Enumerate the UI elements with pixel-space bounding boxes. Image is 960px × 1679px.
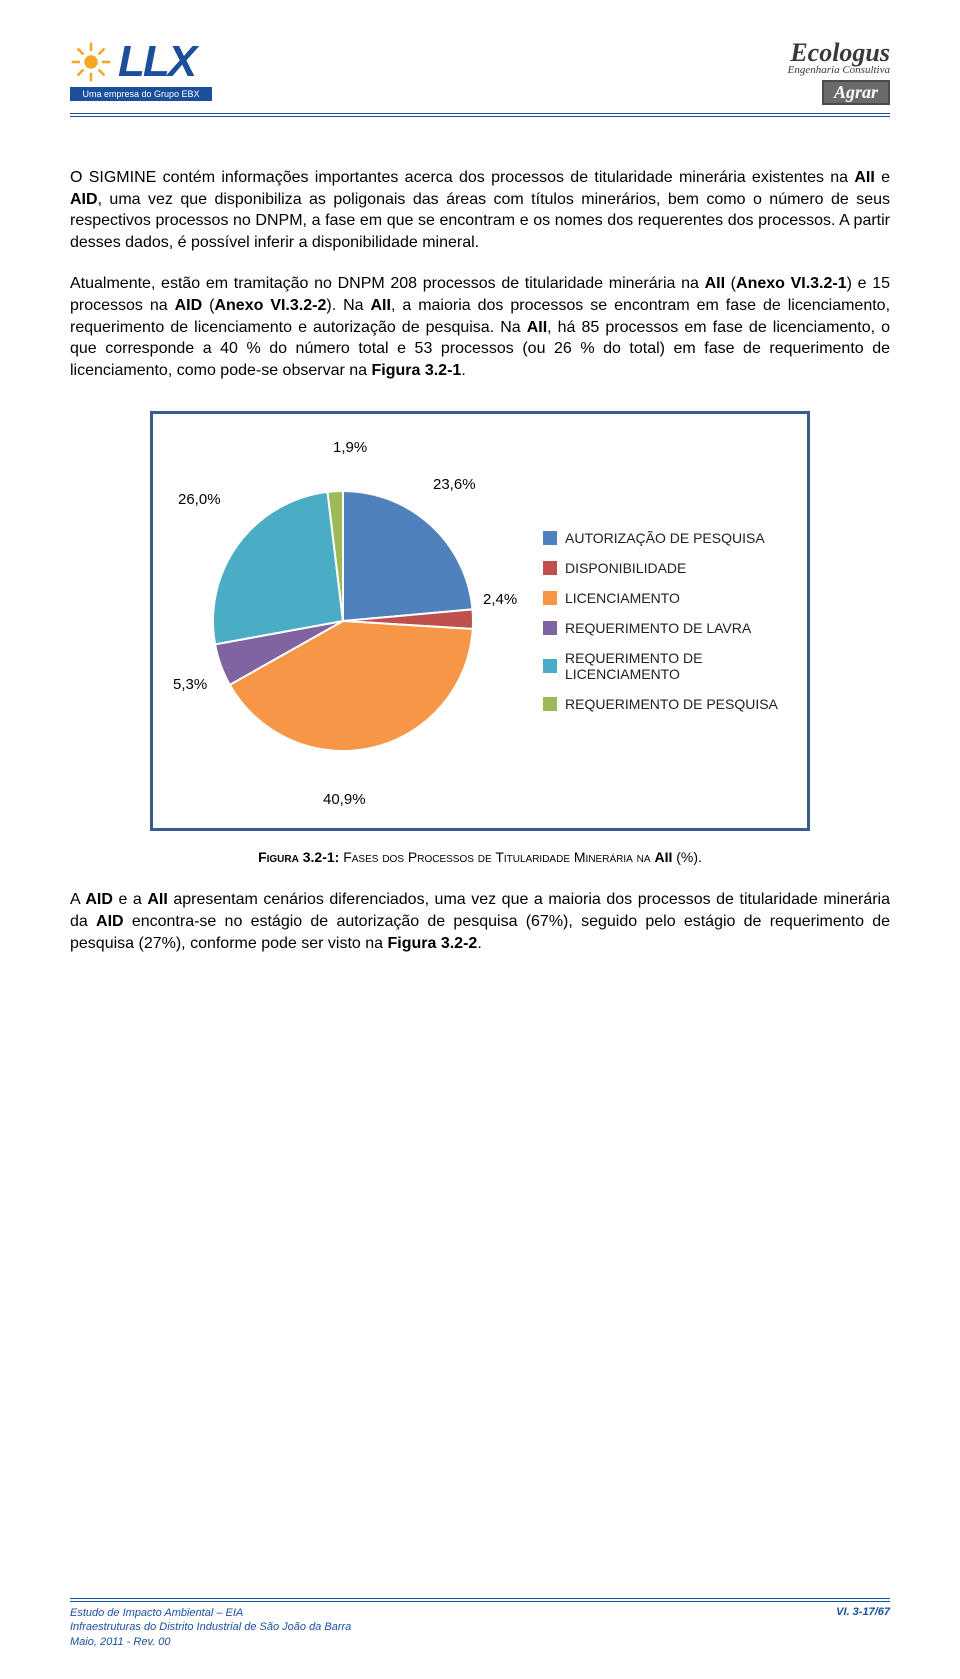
text: A: [70, 891, 85, 908]
text: O SIGMINE contém informações importantes…: [70, 169, 854, 186]
legend-swatch: [543, 659, 557, 673]
text: ). Na: [326, 297, 370, 314]
term-aid: AID: [175, 297, 203, 314]
term-aii: AII: [854, 169, 874, 186]
annex-ref: Anexo VI.3.2-2: [214, 297, 326, 314]
legend-label: AUTORIZAÇÃO DE PESQUISA: [565, 530, 765, 546]
legend-label: REQUERIMENTO DE PESQUISA: [565, 696, 778, 712]
legend-swatch: [543, 561, 557, 575]
footer-line: Estudo de Impacto Ambiental – EIA: [70, 1606, 351, 1620]
pct-label: 40,9%: [323, 791, 366, 808]
legend-item: REQUERIMENTO DE PESQUISA: [543, 696, 797, 712]
figure-number: Figura 3.2-1:: [258, 849, 343, 865]
legend-swatch: [543, 697, 557, 711]
ecologus-wordmark: Ecologus: [788, 40, 890, 66]
pct-label: 2,4%: [483, 591, 517, 608]
page-header: LLX Uma empresa do Grupo EBX Ecologus En…: [70, 40, 890, 105]
legend-label: LICENCIAMENTO: [565, 590, 680, 606]
legend-swatch: [543, 591, 557, 605]
pie-chart: 23,6% 2,4% 40,9% 5,3% 26,0% 1,9%: [173, 431, 533, 811]
term-aid: AID: [96, 913, 124, 930]
logo-ecologus: Ecologus Engenharia Consultiva Agrar: [788, 40, 890, 105]
text: (: [725, 275, 736, 292]
pie-svg: [203, 481, 483, 761]
chart-caption: Figura 3.2-1: Fases dos Processos de Tit…: [258, 849, 702, 865]
figure-ref: Figura 3.2-1: [372, 362, 462, 379]
footer-line: Maio, 2011 - Rev. 00: [70, 1635, 351, 1649]
text: (: [202, 297, 214, 314]
text: .: [461, 362, 465, 379]
paragraph-2: Atualmente, estão em tramitação no DNPM …: [70, 273, 890, 381]
figure-ref: Figura 3.2-2: [388, 935, 478, 952]
legend-item: DISPONIBILIDADE: [543, 560, 797, 576]
text: e: [875, 169, 890, 186]
page-footer: Estudo de Impacto Ambiental – EIA Infrae…: [70, 1598, 890, 1649]
legend-item: LICENCIAMENTO: [543, 590, 797, 606]
caption-text: Fases dos Processos de Titularidade Mine…: [343, 849, 654, 865]
term-aii: AII: [705, 275, 725, 292]
page-number: VI. 3-17/67: [836, 1606, 890, 1618]
legend-swatch: [543, 531, 557, 545]
text: e a: [113, 891, 147, 908]
text: Atualmente, estão em tramitação no DNPM …: [70, 275, 705, 292]
term-aii: AII: [371, 297, 391, 314]
pct-label: 23,6%: [433, 476, 476, 493]
term-aid: AID: [70, 191, 98, 208]
text: .: [477, 935, 481, 952]
legend-item: REQUERIMENTO DE LAVRA: [543, 620, 797, 636]
caption-text: (%).: [672, 849, 702, 865]
term-aii: AII: [527, 319, 547, 336]
chart-legend: AUTORIZAÇÃO DE PESQUISA DISPONIBILIDADE LI…: [543, 530, 797, 712]
agrar-wordmark: Agrar: [822, 80, 890, 105]
paragraph-1: O SIGMINE contém informações importantes…: [70, 167, 890, 253]
legend-label: DISPONIBILIDADE: [565, 560, 686, 576]
header-divider: [70, 113, 890, 117]
legend-label: REQUERIMENTO DE LICENCIAMENTO: [565, 650, 797, 682]
pie-chart-frame: 23,6% 2,4% 40,9% 5,3% 26,0% 1,9% AUTORIZAÇÃO …: [150, 411, 810, 831]
ecologus-tagline: Engenharia Consultiva: [788, 64, 890, 76]
pie-slice: [343, 491, 472, 621]
term-aii: AII: [654, 849, 672, 865]
sun-icon: [70, 41, 112, 83]
logo-llx: LLX Uma empresa do Grupo EBX: [70, 40, 212, 101]
footer-line: Infraestruturas do Distrito Industrial d…: [70, 1620, 351, 1634]
legend-label: REQUERIMENTO DE LAVRA: [565, 620, 751, 636]
footer-left: Estudo de Impacto Ambiental – EIA Infrae…: [70, 1606, 351, 1649]
paragraph-3: A AID e a AII apresentam cenários difere…: [70, 889, 890, 954]
legend-item: AUTORIZAÇÃO DE PESQUISA: [543, 530, 797, 546]
legend-item: REQUERIMENTO DE LICENCIAMENTO: [543, 650, 797, 682]
pct-label: 5,3%: [173, 676, 207, 693]
annex-ref: Anexo VI.3.2-1: [736, 275, 847, 292]
text: , uma vez que disponibiliza as poligonai…: [70, 191, 890, 251]
pct-label: 1,9%: [333, 439, 367, 456]
pie-slice: [213, 492, 343, 644]
pct-label: 26,0%: [178, 491, 221, 508]
legend-swatch: [543, 621, 557, 635]
term-aii: AII: [147, 891, 167, 908]
llx-wordmark: LLX: [118, 40, 195, 84]
term-aid: AID: [85, 891, 113, 908]
llx-tagline: Uma empresa do Grupo EBX: [70, 87, 212, 101]
